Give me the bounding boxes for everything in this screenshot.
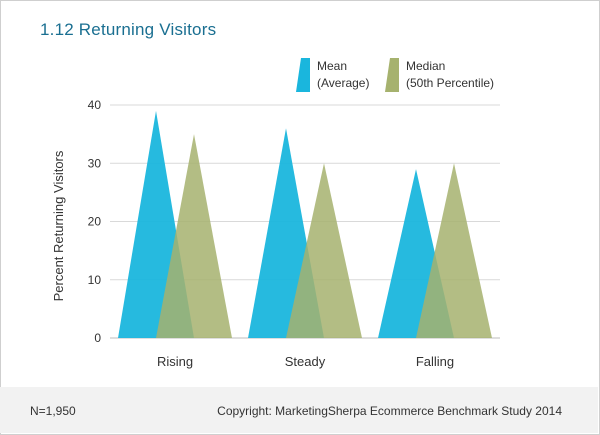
y-axis-title: Percent Returning Visitors xyxy=(51,150,66,301)
y-tick-label: 40 xyxy=(88,98,102,112)
chart-title: 1.12 Returning Visitors xyxy=(40,20,217,39)
y-tick-label: 20 xyxy=(88,215,102,229)
legend: Mean (Average) Median (50th Percentile) xyxy=(296,58,494,92)
y-tick-label: 0 xyxy=(94,331,101,345)
legend-label: Median xyxy=(406,59,445,73)
bars xyxy=(118,110,492,338)
legend-swatch-mean xyxy=(296,58,310,92)
sample-size: N=1,950 xyxy=(30,404,76,418)
category-label: Steady xyxy=(285,354,326,369)
legend-label: (50th Percentile) xyxy=(406,76,494,90)
footer: N=1,950 Copyright: MarketingSherpa Ecomm… xyxy=(0,387,598,433)
legend-swatch-median xyxy=(385,58,399,92)
y-tick-label: 10 xyxy=(88,273,102,287)
y-tick-label: 30 xyxy=(88,156,102,170)
category-label: Falling xyxy=(416,354,454,369)
bar-rising-median xyxy=(156,134,232,338)
legend-label: Mean xyxy=(317,59,347,73)
category-labels: Rising Steady Falling xyxy=(157,354,454,369)
bar-steady-median xyxy=(286,163,362,338)
legend-label: (Average) xyxy=(317,76,369,90)
bar-falling-median xyxy=(416,163,492,338)
y-tick-labels: 0 10 20 30 40 xyxy=(88,98,102,345)
category-label: Rising xyxy=(157,354,193,369)
copyright-text: Copyright: MarketingSherpa Ecommerce Ben… xyxy=(217,404,562,418)
